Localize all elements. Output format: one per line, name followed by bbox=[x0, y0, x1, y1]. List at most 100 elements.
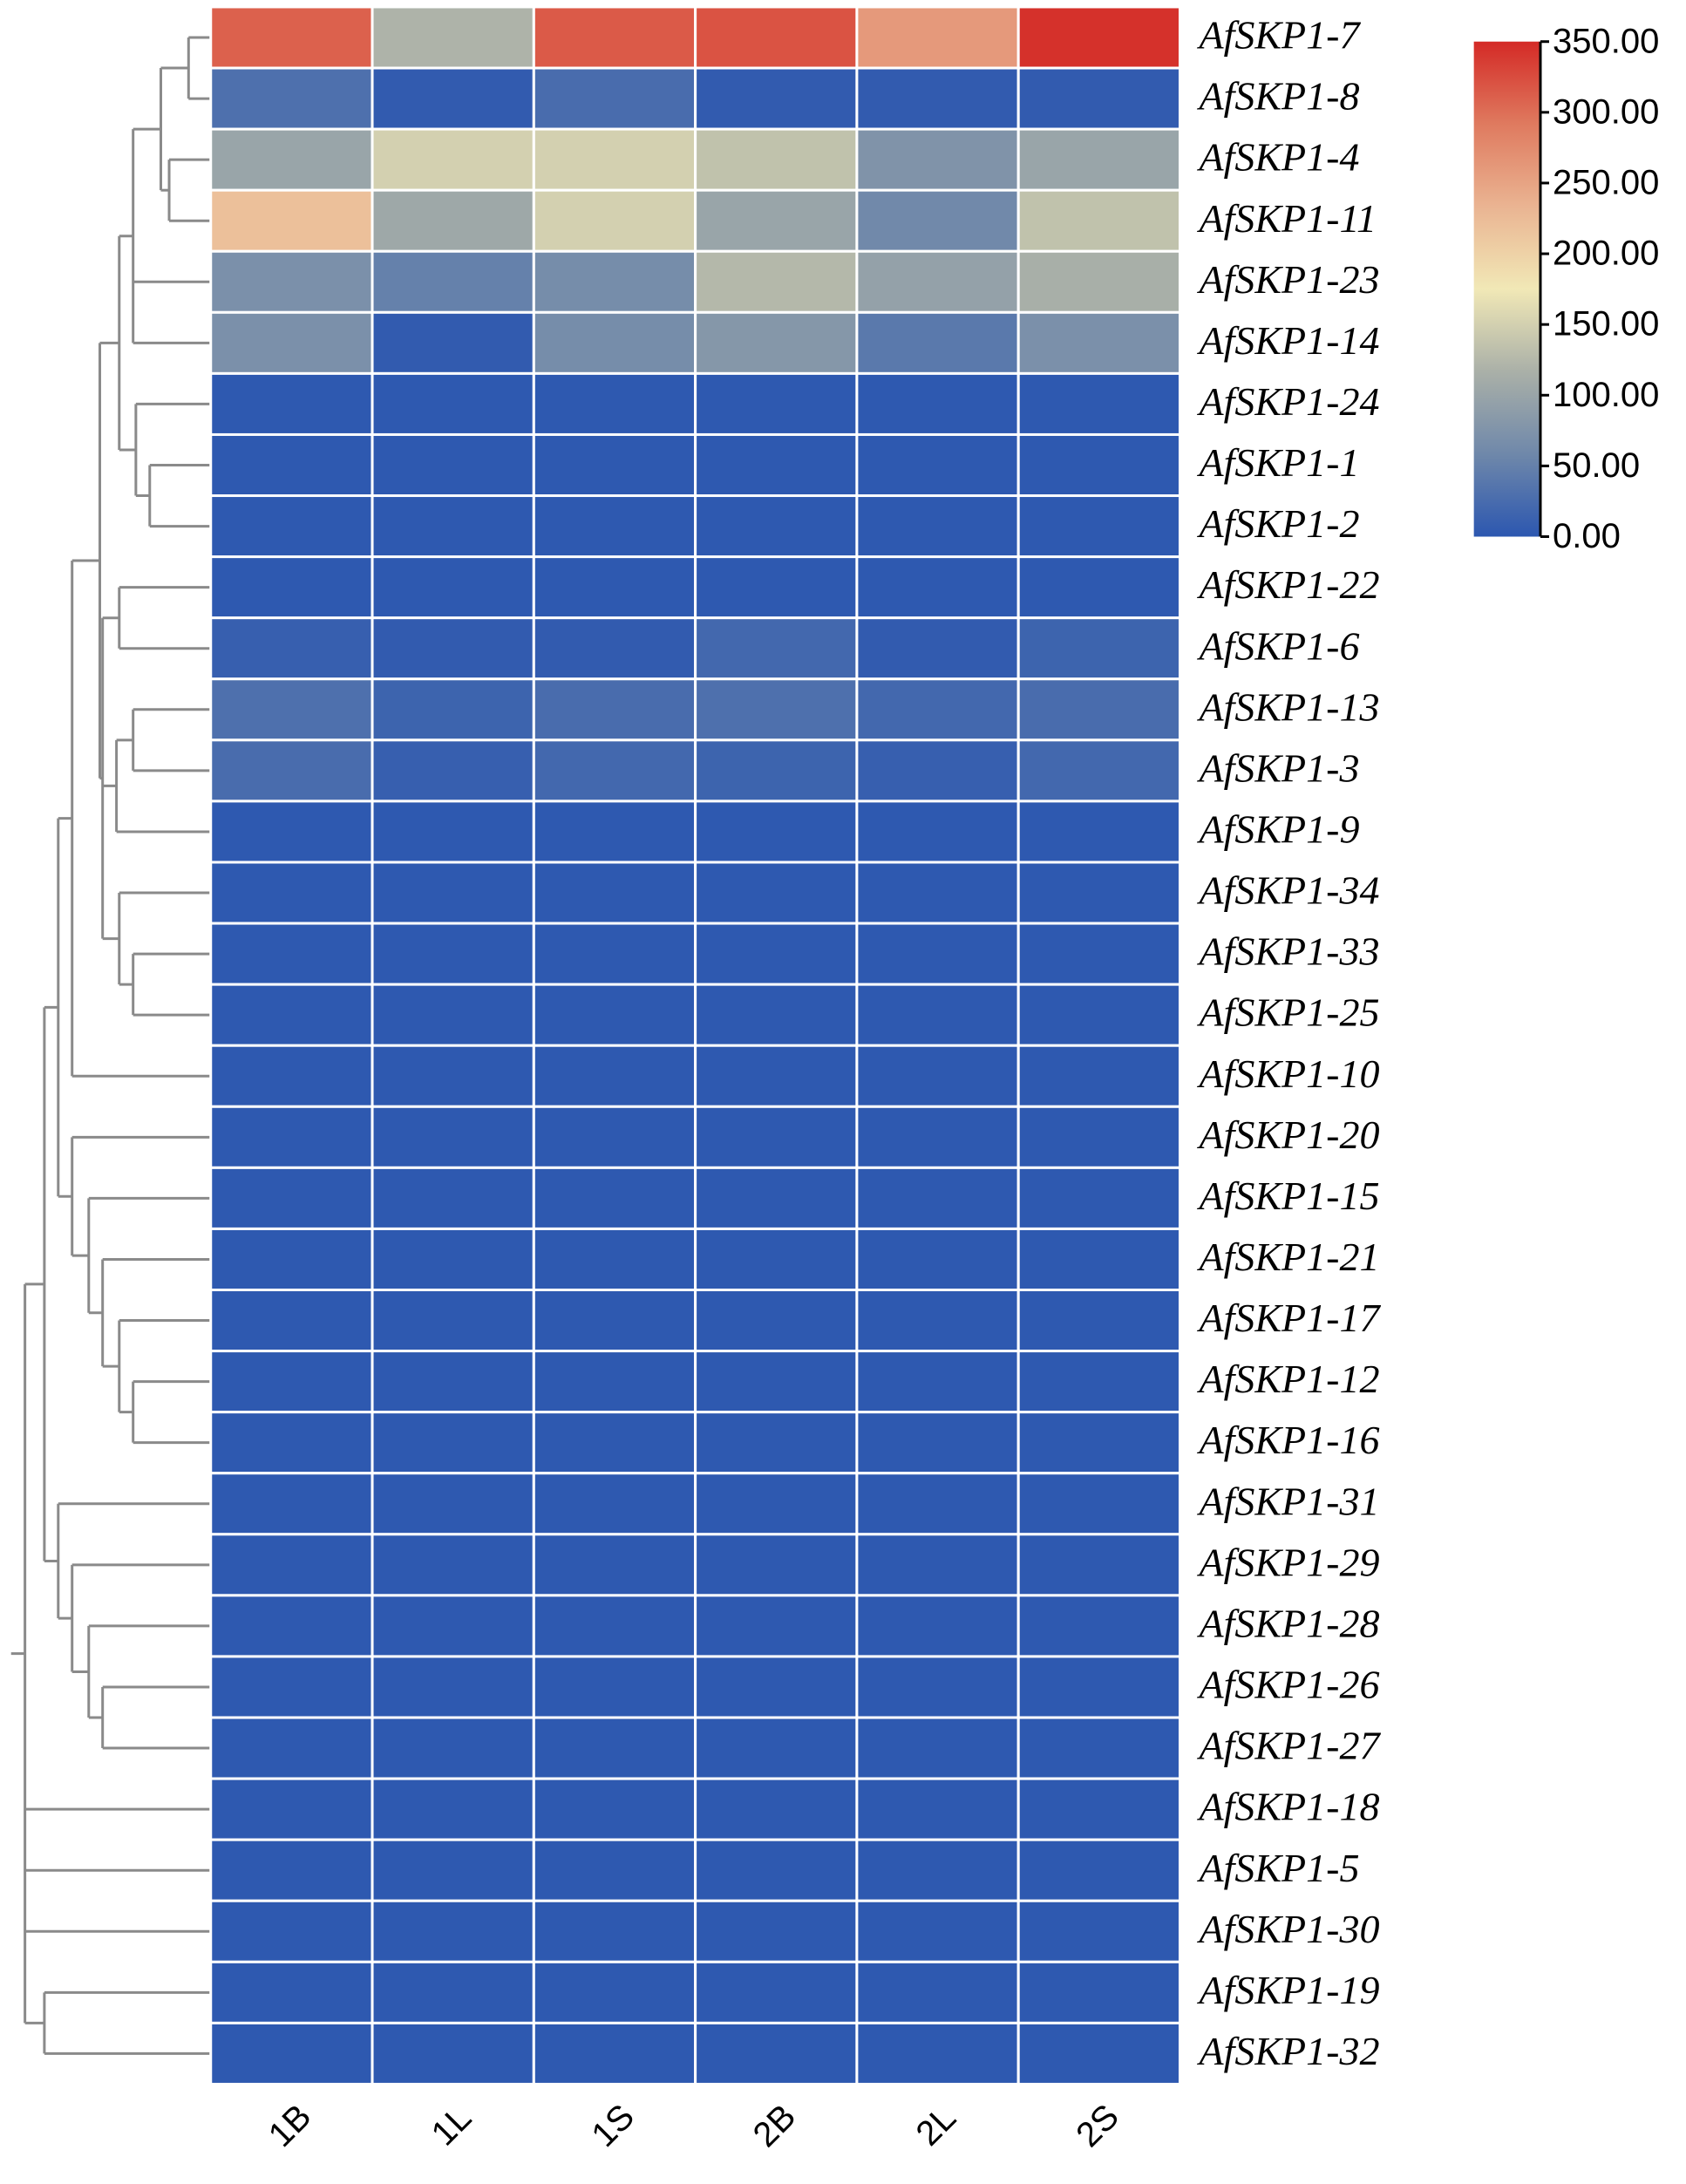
heatmap-cell bbox=[532, 66, 697, 131]
row-label: AfSKP1-12 bbox=[1196, 1357, 1379, 1401]
row-label: AfSKP1-29 bbox=[1196, 1540, 1379, 1584]
heatmap-cell bbox=[532, 922, 697, 986]
row-label: AfSKP1-31 bbox=[1196, 1479, 1379, 1523]
heatmap-cell bbox=[1016, 66, 1181, 131]
heatmap-cell bbox=[371, 738, 535, 803]
dendrogram bbox=[10, 36, 211, 2055]
heatmap-cell bbox=[855, 127, 1020, 192]
heatmap-cell bbox=[209, 1044, 374, 1108]
heatmap-cell bbox=[694, 1594, 859, 1658]
heatmap-cell bbox=[209, 1777, 374, 1841]
heatmap-cell bbox=[694, 371, 859, 436]
row-label: AfSKP1-5 bbox=[1196, 1846, 1359, 1890]
heatmap-cell bbox=[371, 1472, 535, 1536]
heatmap-cell bbox=[371, 494, 535, 559]
heatmap-cell bbox=[209, 2021, 374, 2085]
heatmap-cell bbox=[532, 2021, 697, 2085]
heatmap-cell bbox=[694, 1289, 859, 1353]
heatmap-cell bbox=[209, 1838, 374, 1902]
heatmap-cell bbox=[694, 1777, 859, 1841]
heatmap-cell bbox=[371, 1838, 535, 1902]
heatmap-cell bbox=[371, 66, 535, 131]
heatmap-cell bbox=[1016, 494, 1181, 559]
heatmap-cell bbox=[371, 616, 535, 681]
row-label: AfSKP1-21 bbox=[1196, 1235, 1379, 1279]
heatmap-cell bbox=[855, 799, 1020, 864]
heatmap-cell bbox=[371, 310, 535, 375]
heatmap-cell bbox=[1016, 127, 1181, 192]
heatmap-cell bbox=[532, 1472, 697, 1536]
heatmap-cell bbox=[209, 1105, 374, 1169]
heatmap-cell bbox=[532, 555, 697, 620]
heatmap-cell bbox=[371, 799, 535, 864]
heatmap-cell bbox=[694, 1166, 859, 1230]
heatmap-cell bbox=[532, 1227, 697, 1292]
heatmap-cell bbox=[855, 983, 1020, 1047]
heatmap-cell bbox=[1016, 1350, 1181, 1414]
heatmap-cell bbox=[855, 1594, 1020, 1658]
heatmap-cell bbox=[209, 5, 374, 70]
column-label: 2B bbox=[746, 2097, 804, 2154]
heatmap-cell bbox=[694, 1533, 859, 1597]
heatmap-cell bbox=[694, 1838, 859, 1902]
row-label: AfSKP1-7 bbox=[1196, 13, 1361, 58]
heatmap-cell bbox=[209, 922, 374, 986]
heatmap-cell bbox=[371, 1289, 535, 1353]
row-label: AfSKP1-32 bbox=[1196, 2029, 1379, 2073]
heatmap-cell bbox=[694, 188, 859, 253]
heatmap-cell bbox=[694, 310, 859, 375]
column-label: 1L bbox=[425, 2099, 479, 2153]
heatmap-cell bbox=[209, 738, 374, 803]
row-label: AfSKP1-14 bbox=[1196, 318, 1379, 363]
heatmap-cell bbox=[694, 922, 859, 986]
heatmap-cell bbox=[694, 738, 859, 803]
heatmap-cell bbox=[1016, 738, 1181, 803]
heatmap-cell bbox=[371, 1655, 535, 1719]
heatmap-cell bbox=[855, 1227, 1020, 1292]
column-label: 1S bbox=[584, 2097, 642, 2154]
heatmap-cell bbox=[1016, 1899, 1181, 1963]
heatmap-cell bbox=[371, 1777, 535, 1841]
heatmap-cell bbox=[532, 249, 697, 314]
heatmap-cell bbox=[1016, 677, 1181, 742]
heatmap-cell bbox=[694, 1716, 859, 1780]
heatmap-cell bbox=[855, 432, 1020, 498]
heatmap-cell bbox=[532, 861, 697, 925]
heatmap-cell bbox=[855, 5, 1020, 70]
heatmap-cell bbox=[1016, 1411, 1181, 1475]
heatmap-cell bbox=[532, 1838, 697, 1902]
heatmap-cell bbox=[532, 188, 697, 253]
heatmap-cell bbox=[855, 861, 1020, 925]
heatmap-cell bbox=[371, 1716, 535, 1780]
colorbar: 0.00 50.00 100.00 150.00 200.00 250.00 300.00 3… bbox=[1473, 22, 1659, 555]
heatmap-cell bbox=[855, 1716, 1020, 1780]
heatmap-cell bbox=[1016, 432, 1181, 498]
heatmap-cell bbox=[855, 1838, 1020, 1902]
row-label: AfSKP1-4 bbox=[1196, 135, 1359, 180]
heatmap-cell bbox=[1016, 1838, 1181, 1902]
heatmap-cell bbox=[209, 127, 374, 192]
heatmap-cell bbox=[371, 1411, 535, 1475]
heatmap-cell bbox=[371, 1533, 535, 1597]
heatmap-cell bbox=[371, 555, 535, 620]
row-label: AfSKP1-18 bbox=[1196, 1785, 1379, 1829]
heatmap-cell bbox=[371, 432, 535, 498]
heatmap-cell bbox=[209, 1411, 374, 1475]
heatmap-cell bbox=[209, 555, 374, 620]
heatmap-cell bbox=[371, 1105, 535, 1169]
heatmap-cell bbox=[694, 799, 859, 864]
heatmap-cell bbox=[532, 1777, 697, 1841]
heatmap-cell bbox=[371, 677, 535, 742]
heatmap-cell bbox=[371, 1594, 535, 1658]
row-label: AfSKP1-2 bbox=[1196, 501, 1359, 546]
row-label: AfSKP1-15 bbox=[1196, 1174, 1379, 1218]
heatmap-cell bbox=[855, 1044, 1020, 1108]
heatmap-cell bbox=[209, 1899, 374, 1963]
heatmap-cell bbox=[855, 1899, 1020, 1963]
heatmap-cell bbox=[371, 1899, 535, 1963]
heatmap-cell bbox=[694, 66, 859, 131]
colorbar-tick-label: 350.00 bbox=[1553, 22, 1659, 60]
heatmap-cell bbox=[1016, 249, 1181, 314]
heatmap-cell bbox=[532, 738, 697, 803]
